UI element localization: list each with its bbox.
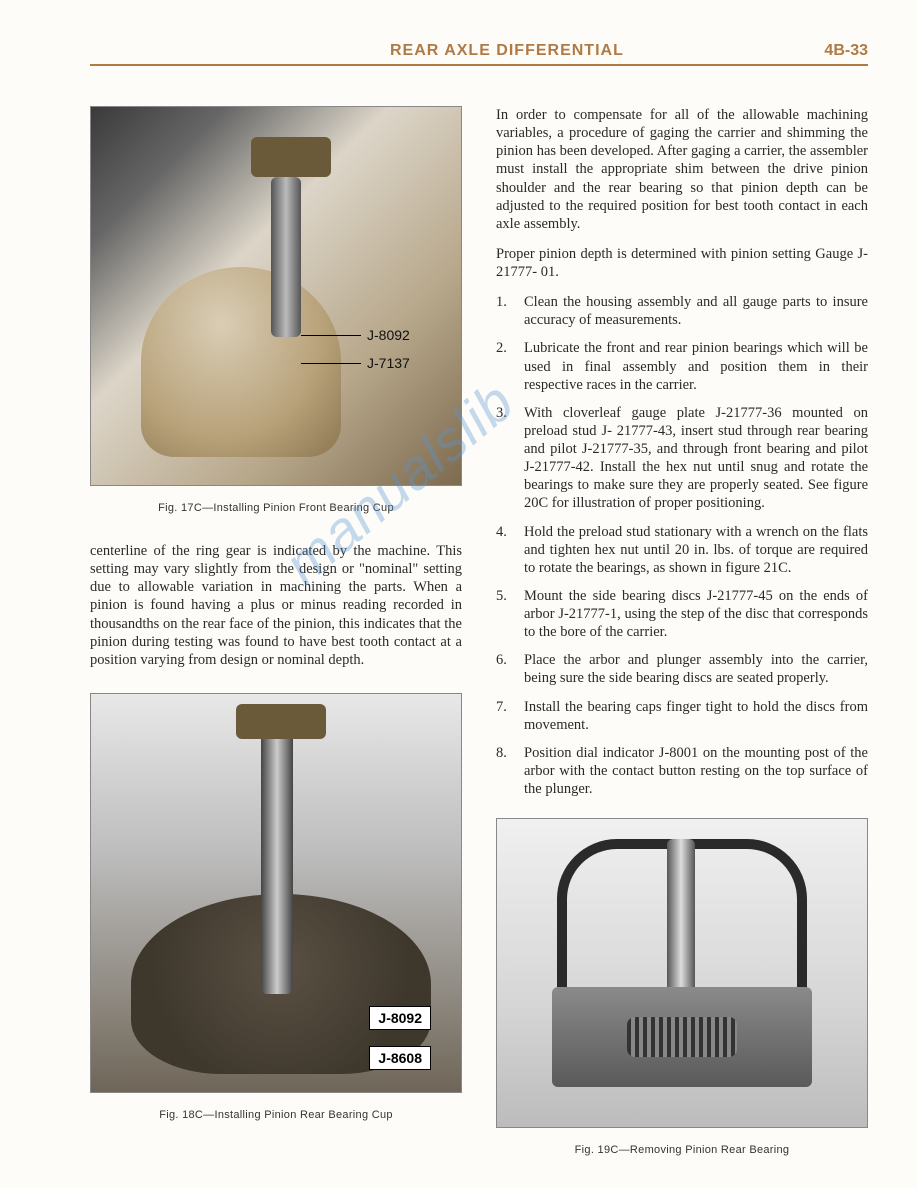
step-item: Mount the side bearing discs J-21777-45 … xyxy=(496,587,868,641)
page-number: 4B-33 xyxy=(824,42,868,60)
right-column: In order to compensate for all of the al… xyxy=(496,106,868,1156)
figure-caption: Fig. 17C—Installing Pinion Front Bearing… xyxy=(90,502,462,514)
content-columns: J-8092 J-7137 Fig. 17C—Installing Pinion… xyxy=(90,106,868,1156)
figure-caption: Fig. 19C—Removing Pinion Rear Bearing xyxy=(496,1144,868,1156)
step-item: Lubricate the front and rear pinion bear… xyxy=(496,339,868,393)
figure-19c xyxy=(496,818,868,1128)
figure-caption: Fig. 18C—Installing Pinion Rear Bearing … xyxy=(90,1109,462,1121)
figure-18c: J-8092 J-8608 xyxy=(90,693,462,1093)
left-column: J-8092 J-7137 Fig. 17C—Installing Pinion… xyxy=(90,106,462,1156)
step-item: Place the arbor and plunger assembly int… xyxy=(496,651,868,687)
procedure-list: Clean the housing assembly and all gauge… xyxy=(496,293,868,798)
figure-17c: J-8092 J-7137 xyxy=(90,106,462,486)
header-title: REAR AXLE DIFFERENTIAL xyxy=(390,42,624,60)
callout-label: J-8092 xyxy=(367,327,410,343)
callout-label: J-7137 xyxy=(367,355,410,371)
page-header: REAR AXLE DIFFERENTIAL 4B-33 xyxy=(90,42,868,66)
step-item: With cloverleaf gauge plate J-21777-36 m… xyxy=(496,404,868,513)
body-paragraph: centerline of the ring gear is indicated… xyxy=(90,542,462,669)
step-item: Position dial indicator J-8001 on the mo… xyxy=(496,744,868,798)
step-item: Install the bearing caps finger tight to… xyxy=(496,698,868,734)
callout-label: J-8092 xyxy=(369,1006,431,1030)
body-paragraph: Proper pinion depth is determined with p… xyxy=(496,245,868,281)
step-item: Hold the preload stud stationary with a … xyxy=(496,523,868,577)
body-paragraph: In order to compensate for all of the al… xyxy=(496,106,868,233)
callout-label: J-8608 xyxy=(369,1046,431,1070)
step-item: Clean the housing assembly and all gauge… xyxy=(496,293,868,329)
